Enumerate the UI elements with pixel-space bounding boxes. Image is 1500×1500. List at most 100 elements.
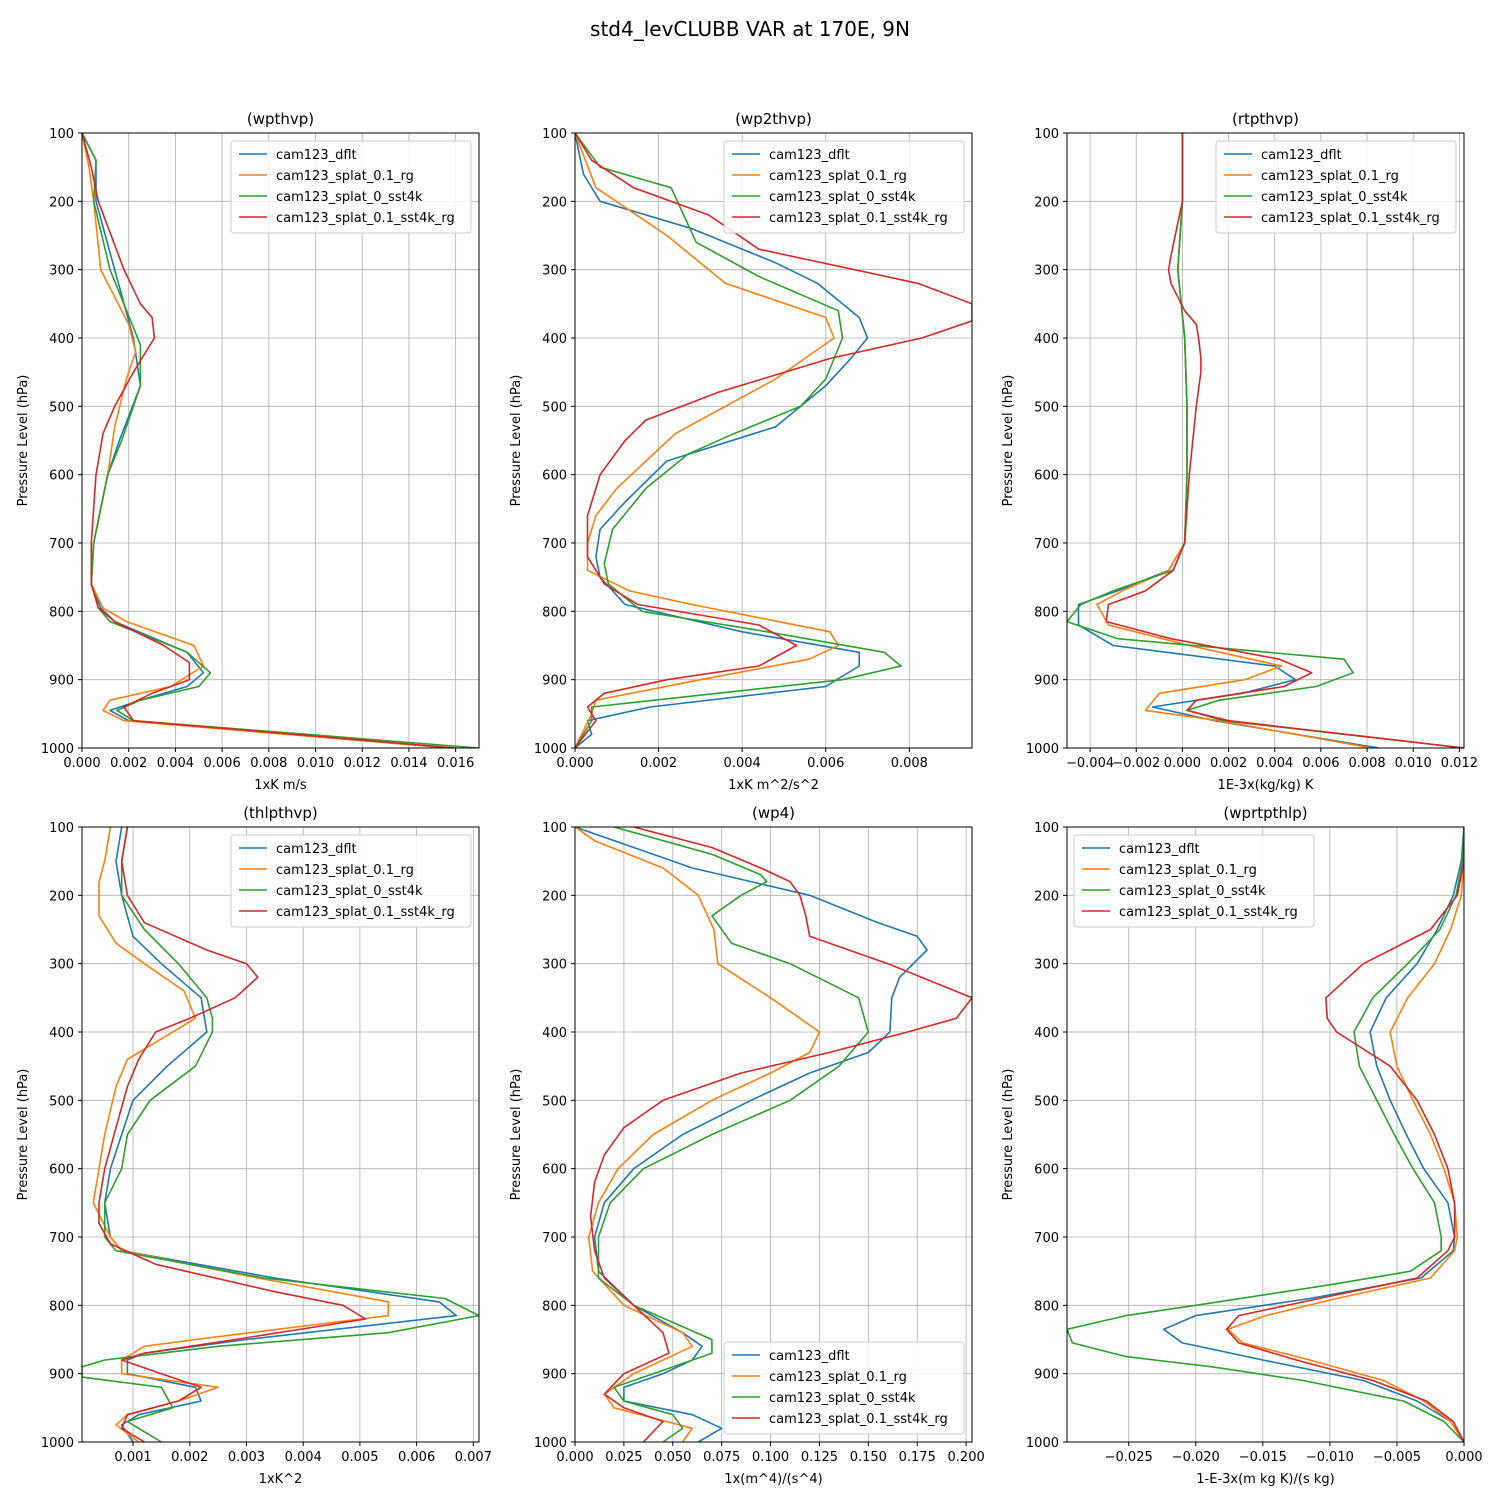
y-tick-label: 800	[542, 605, 567, 620]
y-tick-label: 700	[49, 537, 74, 552]
chart-panel-5: 0.000 0.025 0.050 0.075 0.100 0.125 0.150 0.175…	[509, 804, 985, 1487]
series-line-cam123_splat_0.1_rg	[92, 827, 390, 1442]
x-tick-label: −0.010	[1306, 1450, 1354, 1465]
legend-label: cam123_splat_0.1_rg	[276, 169, 414, 184]
y-tick-label: 100	[1034, 821, 1059, 836]
plot-area	[575, 133, 972, 748]
axes-frame	[574, 132, 973, 749]
series-line-cam123_splat_0_sst4k	[82, 827, 479, 1442]
series-line-cam123_splat_0.1_sst4k_rg	[1225, 827, 1464, 1442]
plot-area	[82, 133, 479, 748]
chart-title: (thlpthvp)	[243, 804, 318, 822]
x-tick-label: −0.025	[1105, 1450, 1153, 1465]
legend-label: cam123_splat_0_sst4k	[769, 190, 916, 205]
y-tick-label: 700	[1034, 1231, 1059, 1246]
x-axis-label: 1-E-3x(m kg K)/(s kg)	[1196, 1472, 1334, 1487]
legend-label: cam123_splat_0.1_sst4k_rg	[1261, 211, 1440, 226]
axes-frame	[1066, 132, 1465, 749]
series-line-cam123_dflt	[575, 827, 928, 1442]
x-tick-label: 0.007	[455, 1450, 492, 1465]
chart-panel-4: 0.001 0.002 0.003 0.004 0.005 0.006 0.007 100 20…	[16, 804, 492, 1487]
y-tick-label: 1000	[534, 1436, 567, 1451]
series-line-cam123_dflt	[575, 133, 869, 748]
y-tick-label: 200	[542, 195, 567, 210]
axes-frame	[574, 826, 973, 1443]
x-tick-label: 0.150	[850, 1450, 887, 1465]
chart-title: (wprtpthlp)	[1223, 804, 1307, 822]
legend-label: cam123_splat_0.1_sst4k_rg	[769, 211, 948, 226]
x-tick-label: 0.010	[297, 756, 334, 771]
legend-label: cam123_dflt	[1119, 842, 1200, 857]
legend: cam123_dflt cam123_splat_0.1_rg cam123_spl…	[723, 1341, 965, 1435]
y-tick-label: 300	[1034, 958, 1059, 973]
legend-label: cam123_dflt	[276, 842, 357, 857]
plot-area	[1067, 133, 1464, 748]
y-tick-label: 300	[542, 264, 567, 279]
y-tick-label: 400	[49, 1026, 74, 1041]
y-tick-label: 300	[49, 264, 74, 279]
plot-area	[575, 827, 972, 1442]
legend-label: cam123_splat_0_sst4k	[1119, 884, 1266, 899]
legend-label: cam123_splat_0_sst4k	[769, 1391, 916, 1406]
legend: cam123_dflt cam123_splat_0.1_rg cam123_spl…	[230, 140, 472, 234]
chart-title: (wp4)	[752, 804, 795, 822]
x-tick-label: 0.006	[807, 756, 844, 771]
y-tick-label: 1000	[1026, 742, 1059, 757]
y-tick-label: 600	[542, 1163, 567, 1178]
x-tick-label: 0.200	[948, 1450, 985, 1465]
y-tick-label: 500	[1034, 400, 1059, 415]
x-tick-label: 0.006	[398, 1450, 435, 1465]
y-tick-label: 800	[1034, 1299, 1059, 1314]
y-tick-label: 400	[1034, 1026, 1059, 1041]
y-tick-label: 400	[542, 332, 567, 347]
chart-panel-2: 0.000 0.002 0.004 0.006 0.008 100 200 300 400 500…	[509, 110, 973, 793]
y-tick-label: 800	[49, 605, 74, 620]
legend-box	[1215, 140, 1457, 234]
legend: cam123_dflt cam123_splat_0.1_rg cam123_spl…	[1215, 140, 1457, 234]
axes-frame	[1066, 826, 1465, 1443]
y-tick-label: 700	[542, 1231, 567, 1246]
y-tick-label: 300	[542, 958, 567, 973]
y-tick-label: 200	[49, 195, 74, 210]
y-axis-label: Pressure Level (hPa)	[16, 1069, 31, 1201]
x-tick-label: 0.014	[390, 756, 427, 771]
y-tick-label: 100	[49, 821, 74, 836]
x-tick-label: 0.002	[640, 756, 677, 771]
y-tick-label: 100	[49, 127, 74, 142]
y-tick-label: 500	[542, 1094, 567, 1109]
y-tick-label: 100	[542, 821, 567, 836]
legend-label: cam123_splat_0.1_rg	[1261, 169, 1399, 184]
legend: cam123_dflt cam123_splat_0.1_rg cam123_spl…	[723, 140, 965, 234]
plot-area	[1067, 827, 1464, 1442]
y-tick-label: 900	[49, 1368, 74, 1383]
x-tick-label: 0.004	[724, 756, 761, 771]
legend-label: cam123_splat_0.1_sst4k_rg	[769, 1412, 948, 1427]
series-line-cam123_splat_0_sst4k	[1067, 827, 1464, 1442]
y-tick-label: 500	[542, 400, 567, 415]
legend-box	[1073, 834, 1315, 928]
x-tick-label: −0.015	[1239, 1450, 1287, 1465]
legend-label: cam123_splat_0.1_rg	[769, 169, 907, 184]
x-axis-label: 1xK m^2/s^2	[728, 778, 819, 793]
x-tick-label: 0.005	[341, 1450, 378, 1465]
series-line-cam123_dflt	[1162, 827, 1464, 1442]
x-axis-label: 1xK m/s	[254, 778, 307, 793]
y-tick-label: 500	[49, 400, 74, 415]
y-tick-label: 900	[542, 1368, 567, 1383]
y-tick-label: 400	[1034, 332, 1059, 347]
legend-label: cam123_dflt	[1261, 148, 1342, 163]
x-axis-label: 1x(m^4)/(s^4)	[724, 1472, 822, 1487]
x-tick-label: 0.000	[556, 756, 593, 771]
y-axis-label: Pressure Level (hPa)	[1001, 375, 1016, 507]
y-tick-label: 800	[1034, 605, 1059, 620]
x-tick-label: 0.003	[228, 1450, 265, 1465]
y-tick-label: 1000	[41, 1436, 74, 1451]
series-line-cam123_splat_0.1_rg	[1227, 827, 1464, 1442]
y-tick-label: 100	[1034, 127, 1059, 142]
x-tick-label: −0.002	[1112, 756, 1160, 771]
x-tick-label: 0.004	[1256, 756, 1293, 771]
x-axis-label: 1E-3x(kg/kg) K	[1218, 778, 1314, 793]
legend-label: cam123_dflt	[769, 1349, 850, 1364]
legend-label: cam123_splat_0.1_sst4k_rg	[276, 905, 455, 920]
